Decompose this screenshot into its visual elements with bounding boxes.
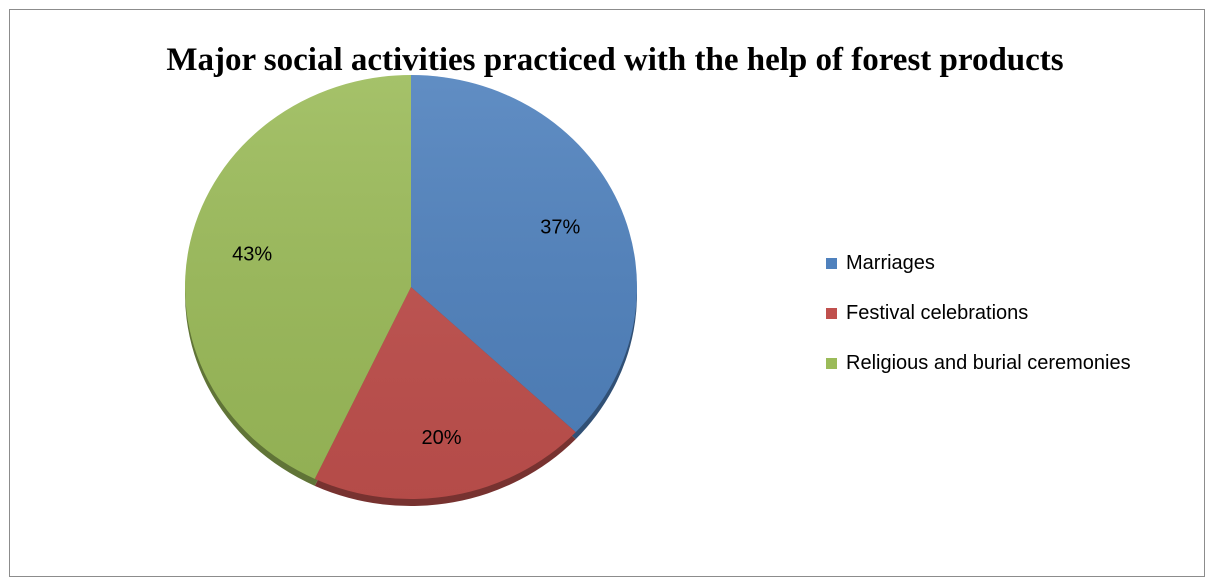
legend: Marriages Festival celebrations Religiou… (826, 238, 1131, 388)
legend-item-religious-and-burial-ceremonies: Religious and burial ceremonies (826, 338, 1131, 388)
legend-swatch-religious-and-burial-ceremonies (826, 357, 837, 369)
chart-title: Major social activities practiced with t… (166, 42, 1064, 78)
data-label-festival-celebrations: 20% (421, 427, 461, 449)
legend-label: Religious and burial ceremonies (846, 351, 1131, 374)
pie-sheen (185, 75, 637, 499)
data-label-marriages: 37% (540, 216, 580, 238)
pie-slices (185, 75, 637, 499)
legend-swatch-marriages (826, 257, 837, 269)
legend-label: Festival celebrations (846, 301, 1029, 324)
legend-label: Marriages (846, 251, 935, 274)
legend-item-festival-celebrations: Festival celebrations (826, 288, 1131, 338)
legend-swatch-festival-celebrations (826, 307, 837, 319)
pie-labels: 37% 20% 43% (232, 216, 580, 449)
data-label-religious-and-burial-ceremonies: 43% (232, 244, 272, 266)
legend-item-marriages: Marriages (826, 238, 1131, 288)
